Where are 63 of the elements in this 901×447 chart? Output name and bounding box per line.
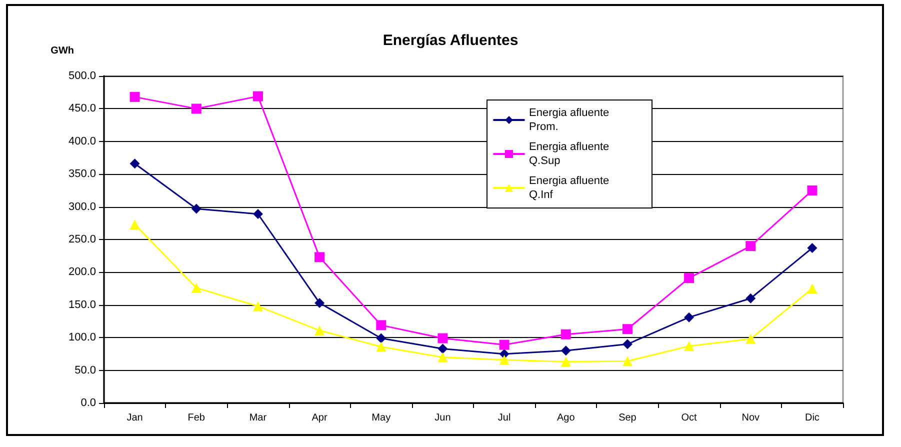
y-tick-label: 0.0 — [80, 397, 96, 409]
point — [130, 92, 140, 102]
x-tick-label: May — [372, 412, 391, 424]
point — [684, 273, 694, 284]
point — [807, 284, 818, 294]
point — [746, 293, 756, 304]
point — [130, 158, 140, 169]
x-tick-label: Sep — [618, 412, 637, 424]
y-tick-label: 250.0 — [68, 234, 96, 246]
point — [438, 333, 448, 344]
point — [252, 208, 263, 219]
y-tick-label: 500.0 — [68, 70, 96, 82]
point — [622, 324, 632, 334]
x-tick-label: Apr — [312, 412, 328, 424]
x-tick-label: Oct — [681, 412, 698, 424]
point — [499, 340, 510, 350]
y-axis-title: GWh — [50, 46, 74, 56]
point — [746, 241, 756, 252]
legend-label: Energia afluente Q.Inf — [529, 175, 612, 201]
point — [560, 356, 571, 367]
point — [622, 356, 632, 366]
point — [560, 329, 571, 340]
point — [376, 342, 386, 352]
x-tick-label: Nov — [742, 412, 760, 424]
point — [314, 325, 325, 336]
point — [622, 339, 632, 350]
point — [191, 204, 202, 214]
y-tick-label: 300.0 — [68, 200, 96, 213]
point — [438, 352, 448, 362]
point — [191, 104, 202, 114]
point — [684, 312, 694, 322]
legend-label: Energia afluente Q.Sup — [529, 141, 612, 167]
y-tick-label: 50.0 — [74, 364, 96, 376]
chart-title: Energías Afluentes — [382, 32, 518, 49]
point — [376, 333, 386, 344]
legend-label: Energia afluente Prom. — [529, 107, 612, 133]
x-tick-label: Ago — [556, 412, 576, 424]
point — [807, 185, 818, 196]
point — [438, 344, 448, 354]
y-tick-label: 150.0 — [68, 298, 96, 311]
point — [376, 320, 386, 330]
point — [314, 252, 325, 262]
point — [499, 354, 510, 365]
x-tick-label: Dic — [804, 412, 820, 424]
y-tick-label: 350.0 — [68, 168, 96, 180]
point — [684, 341, 694, 352]
point — [252, 301, 263, 312]
x-tick-label: Jun — [434, 412, 451, 424]
x-tick-label: Jul — [498, 412, 511, 424]
x-tick-label: Jan — [126, 412, 143, 424]
y-tick-label: 450.0 — [68, 102, 96, 115]
y-tick-label: 400.0 — [68, 135, 96, 148]
point — [130, 219, 140, 230]
point — [252, 91, 263, 102]
point — [191, 282, 202, 293]
x-tick-label: Mar — [249, 412, 268, 424]
point — [807, 243, 818, 253]
x-tick-label: Feb — [188, 412, 206, 424]
point — [746, 334, 756, 344]
point — [560, 346, 571, 356]
y-tick-label: 100.0 — [68, 332, 96, 344]
point — [314, 298, 325, 308]
y-tick-label: 200.0 — [68, 266, 96, 278]
